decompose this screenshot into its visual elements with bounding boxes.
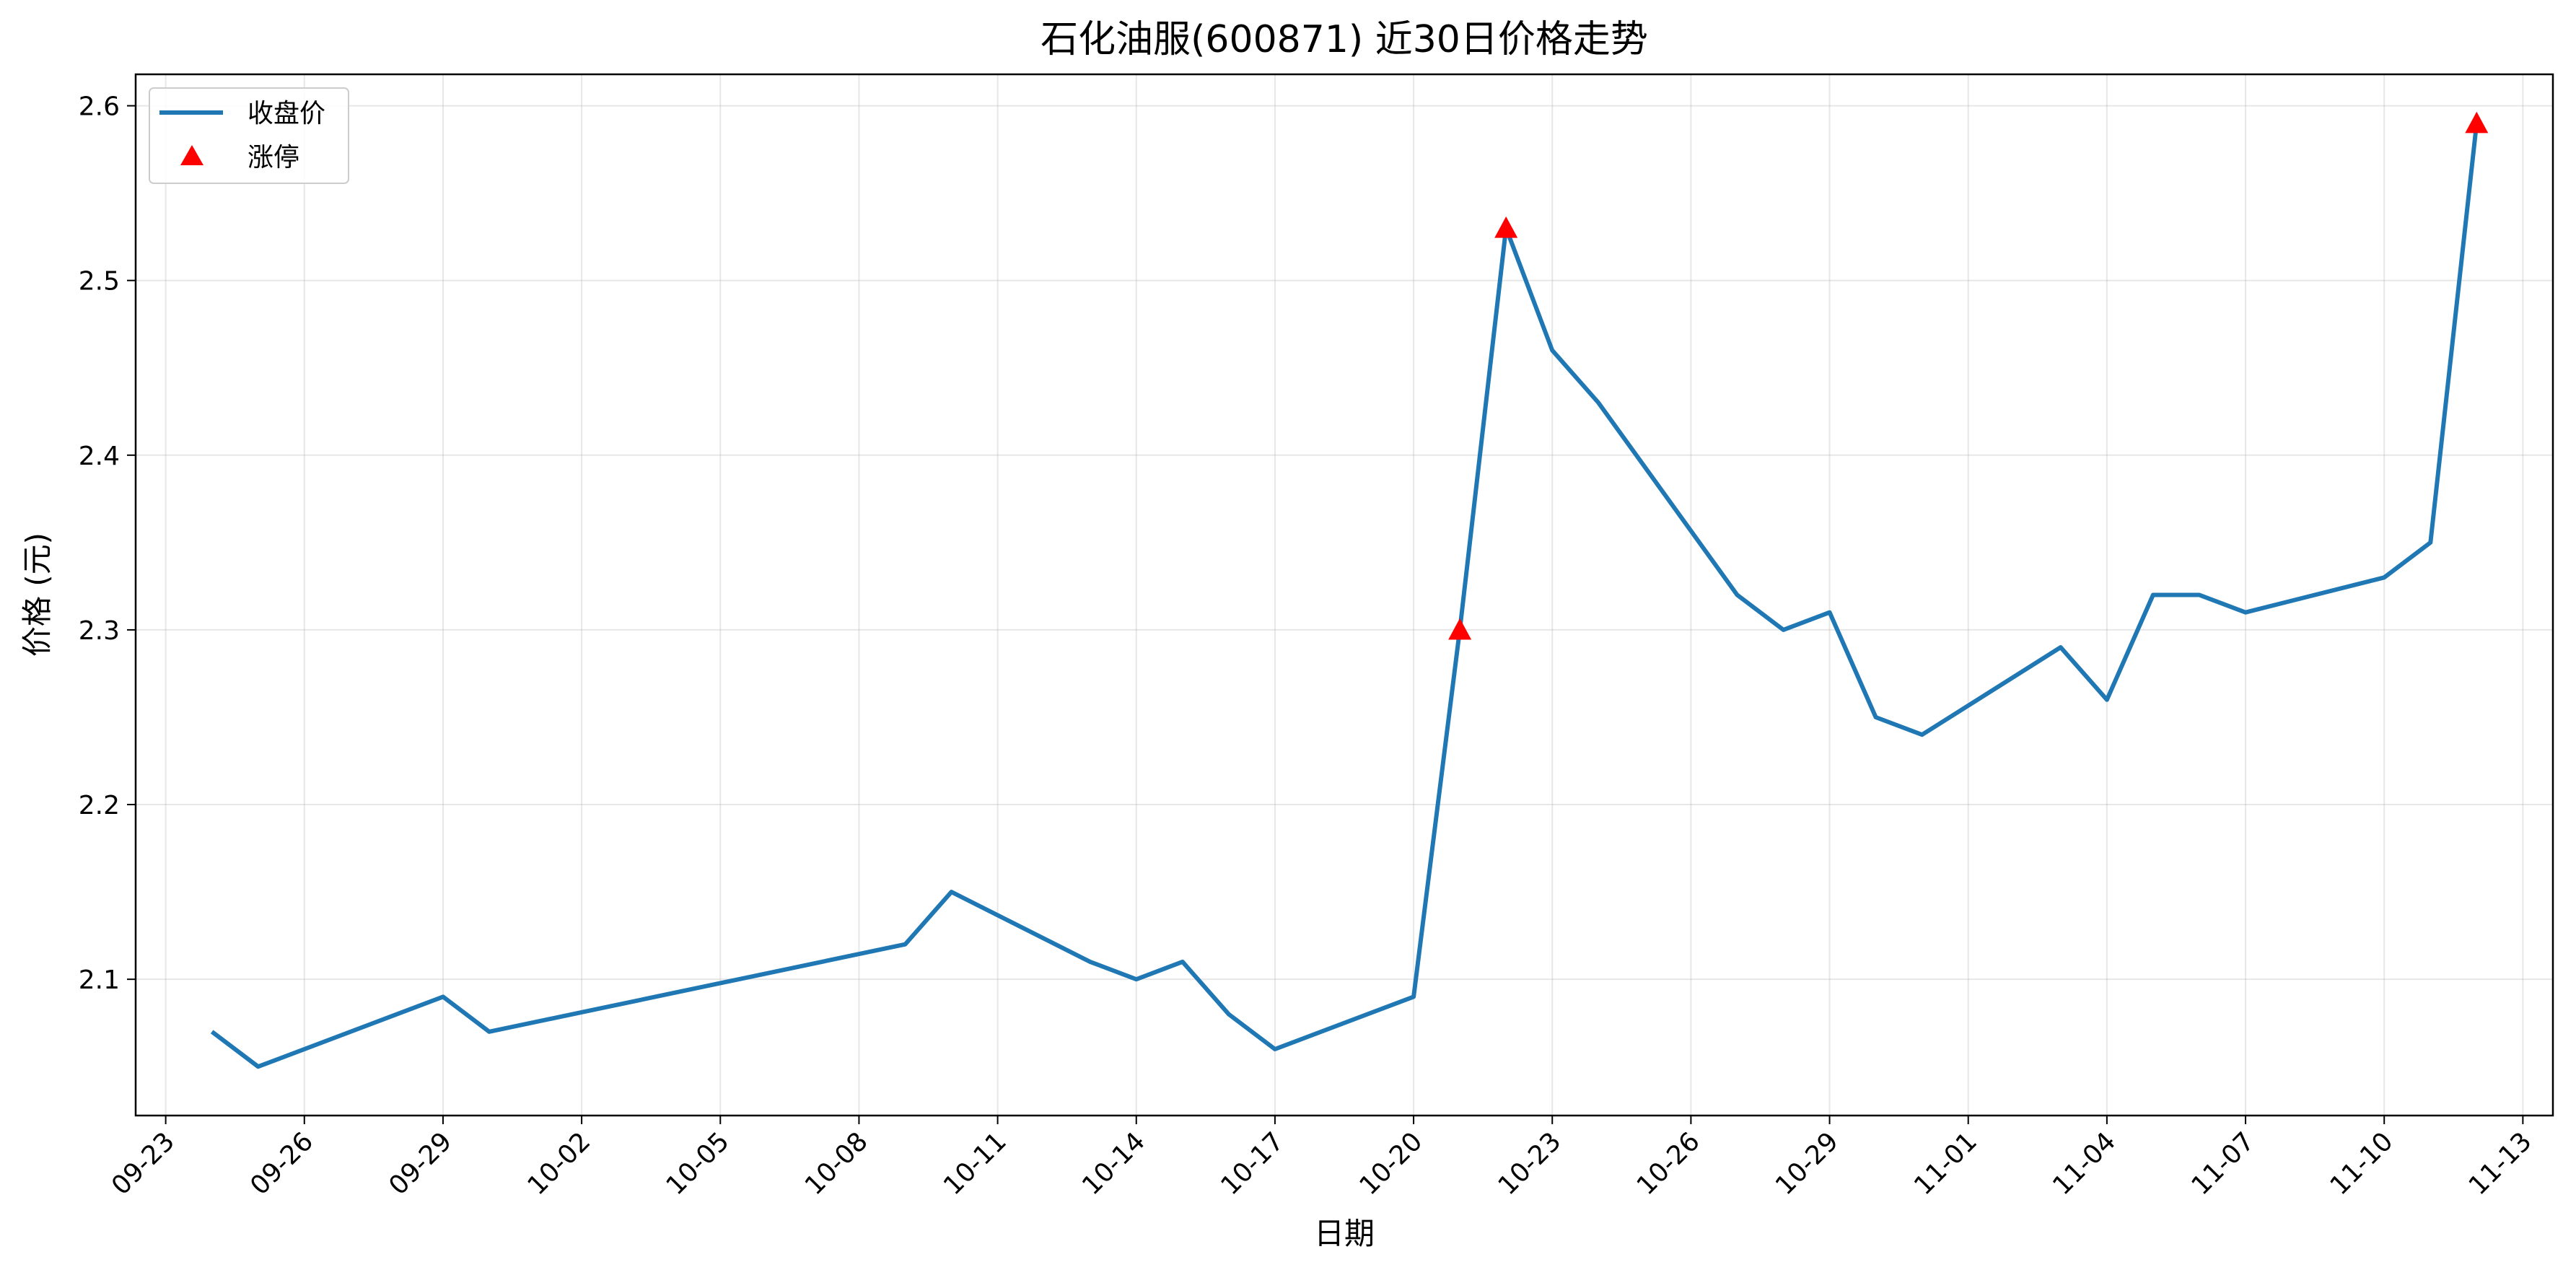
close-price-point <box>2060 647 2061 648</box>
y-tick-label: 2.4 <box>79 442 120 471</box>
close-price-point <box>211 1031 212 1032</box>
y-tick-label: 2.5 <box>79 267 120 297</box>
legend-label-limit-up: 涨停 <box>247 143 299 172</box>
close-price-point <box>1274 1048 1275 1049</box>
series-layer <box>210 111 2489 1069</box>
y-tick-label: 2.6 <box>79 92 120 122</box>
close-price-point <box>1552 350 1553 351</box>
close-price-point <box>489 1031 490 1032</box>
close-price-point <box>2106 699 2107 700</box>
y-tick-label: 2.1 <box>79 965 120 995</box>
close-price-point <box>1182 961 1183 962</box>
plot-frame <box>134 73 2554 1117</box>
close-price-point <box>905 944 906 945</box>
y-axis-label: 价格 (元) <box>19 533 55 657</box>
close-price-point <box>442 996 443 997</box>
close-price-line <box>210 123 2479 1069</box>
legend-label-close: 收盘价 <box>247 99 325 128</box>
close-price-point <box>1829 612 1830 613</box>
x-axis-label: 日期 <box>1314 1216 1375 1251</box>
y-tick-label: 2.3 <box>79 616 120 646</box>
chart-title: 石化油服(600871) 近30日价格走势 <box>1041 18 1648 61</box>
legend: 收盘价 涨停 <box>149 87 349 184</box>
close-price-point <box>2430 542 2431 543</box>
close-price-point <box>1783 629 1784 630</box>
close-price-point <box>2384 577 2385 578</box>
limit-up-marker <box>2465 111 2489 133</box>
legend-triangle-swatch <box>180 145 203 165</box>
close-price-point <box>951 892 952 893</box>
grid-lines <box>136 74 2553 1116</box>
limit-up-marker <box>1448 618 1472 640</box>
y-tick-label: 2.2 <box>79 791 120 820</box>
limit-up-marker <box>1494 216 1518 238</box>
close-price-point <box>1228 1014 1229 1015</box>
